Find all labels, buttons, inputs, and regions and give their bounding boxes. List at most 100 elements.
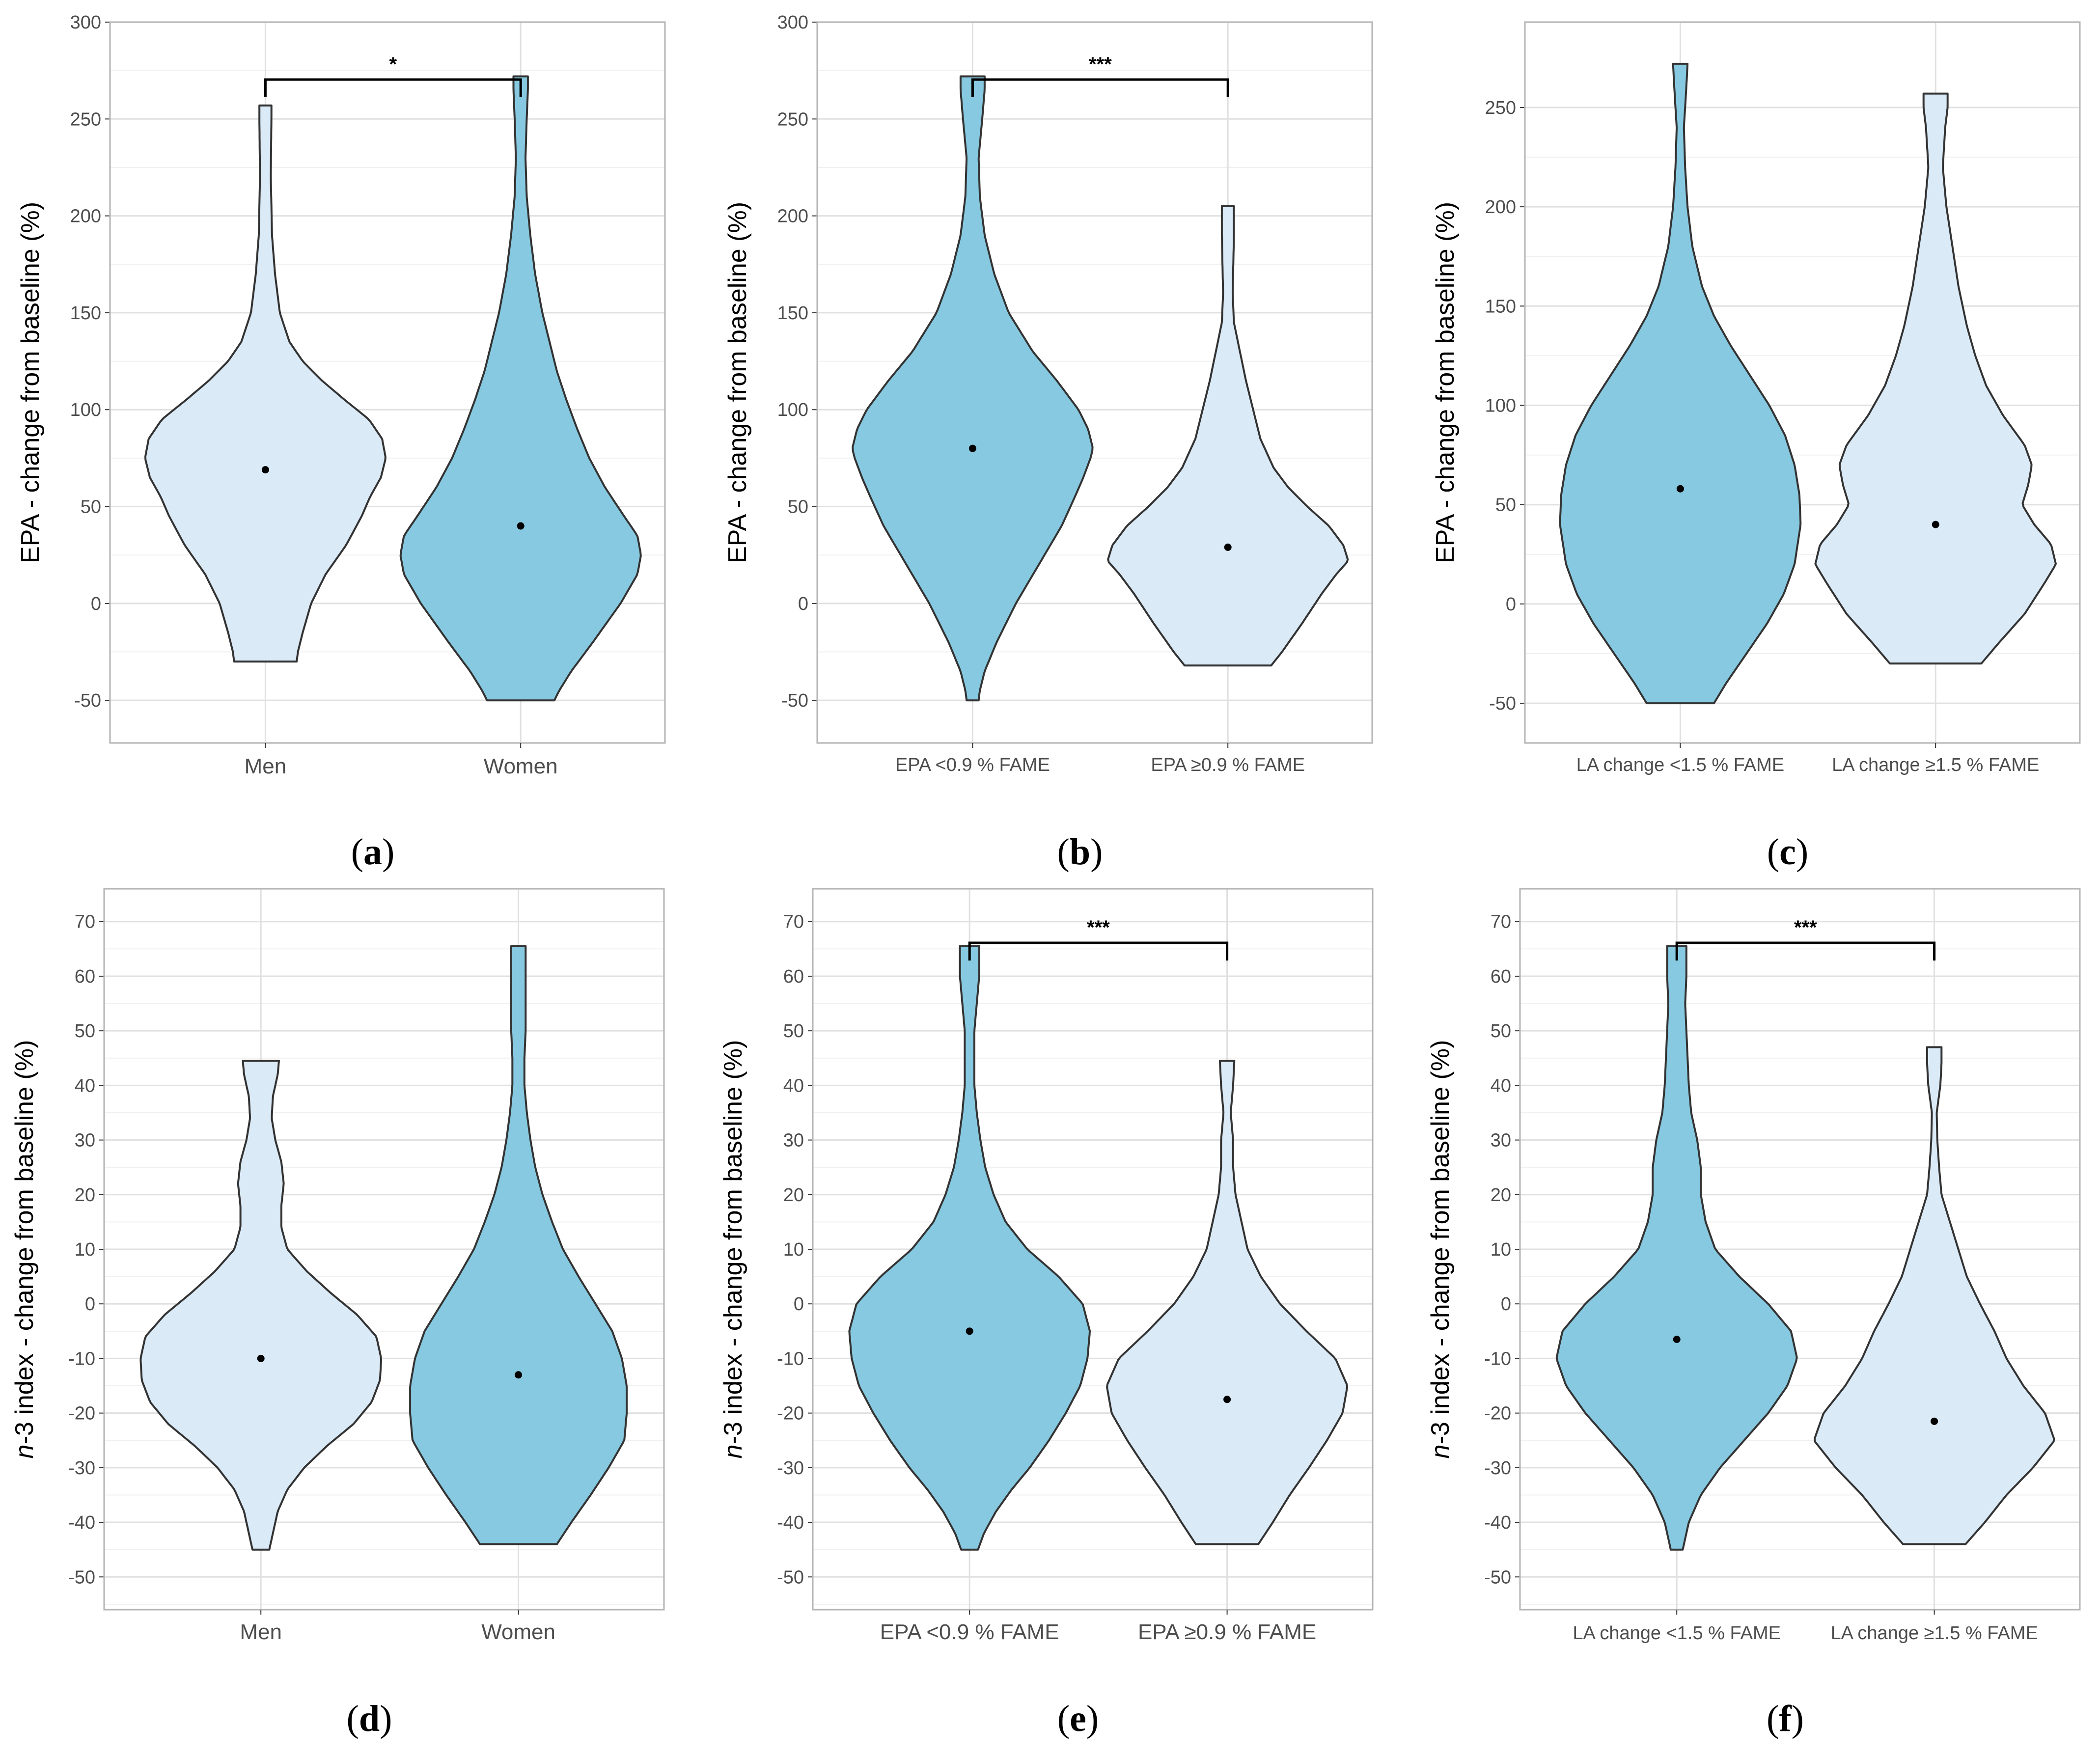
y-tick-label: 200 [777, 206, 808, 227]
y-tick-label: -10 [68, 1348, 95, 1369]
y-tick-label: 20 [1491, 1185, 1511, 1206]
panel-tag-open: ( [347, 1698, 359, 1739]
panel-tag-open: ( [351, 831, 363, 873]
panel-tag-letter: c [1779, 831, 1796, 873]
significance-bracket [968, 941, 1229, 961]
panel-a: -50 0 50 100 150 200 250 300 Men Women EPA - chang… [16, 12, 666, 778]
significance-label: *** [1087, 917, 1110, 938]
y-tick-label: -10 [1484, 1348, 1511, 1369]
panel-border [109, 21, 666, 744]
panel-d: -50 -40 -30 -20 -10 0 10 20 30 40 50 60 70 Men Women n-… [10, 888, 665, 1644]
y-tick-label: 70 [1491, 912, 1511, 933]
x-category-label: EPA ≥0.9 % FAME [1151, 755, 1305, 775]
y-tick-label: -50 [74, 690, 101, 711]
y-tick-label: -50 [1489, 693, 1516, 714]
y-axis-label: n-3 index - change from baseline (%) [10, 1040, 39, 1459]
y-tick-label: 50 [75, 1021, 95, 1042]
violin-a-2 [399, 75, 642, 702]
median-point-f-1 [1673, 1336, 1681, 1343]
y-tick-label: 10 [75, 1239, 95, 1260]
x-category-label: Men [240, 1620, 282, 1644]
y-tick-label: 300 [777, 12, 808, 33]
y-tick-label: -40 [777, 1512, 804, 1533]
median-point-d-1 [257, 1354, 265, 1362]
y-tick-label: 100 [1485, 396, 1516, 416]
panel-tag-letter: f [1779, 1698, 1792, 1739]
violin-b-1 [852, 75, 1094, 702]
x-category-label: Women [484, 754, 558, 778]
panel-border [1524, 21, 2081, 744]
y-tick-label: -20 [68, 1403, 95, 1424]
y-tick-label: 250 [1485, 98, 1516, 118]
y-tick-label: 10 [1491, 1239, 1511, 1260]
y-tick-label: 100 [70, 400, 101, 420]
significance-label: * [389, 54, 397, 75]
y-tick-label: 300 [70, 12, 101, 33]
y-tick-label: 50 [1491, 1021, 1511, 1042]
y-axis-label: n-3 index - change from baseline (%) [719, 1040, 747, 1459]
x-category-label: Women [481, 1620, 555, 1644]
violin-e-1 [848, 945, 1091, 1551]
y-tick-label: 150 [70, 303, 101, 324]
significance-label: *** [1089, 54, 1112, 75]
y-tick-label: 150 [777, 303, 808, 324]
panel-border [816, 21, 1373, 744]
y-tick-label: -30 [1484, 1458, 1511, 1479]
y-tick-label: 50 [783, 1021, 804, 1042]
y-tick-label: -30 [68, 1458, 95, 1479]
violin-c-1 [1559, 62, 1802, 705]
x-category-label: LA change ≥1.5 % FAME [1830, 1623, 2038, 1644]
y-axis-label-italic: n [10, 1444, 39, 1458]
significance-bracket [264, 78, 522, 97]
panel-tag-close: ) [382, 831, 394, 873]
violin-f-1 [1555, 945, 1798, 1551]
y-tick-label: 200 [70, 206, 101, 227]
y-tick-label: 60 [783, 966, 804, 987]
panel-f: -50 -40 -30 -20 -10 0 10 20 30 40 50 60 70 LA change … [1426, 888, 2081, 1644]
panel-tag: (b) [1057, 831, 1103, 873]
y-tick-label: -40 [1484, 1512, 1511, 1533]
y-tick-label: 70 [783, 912, 804, 933]
y-tick-label: 60 [1491, 966, 1511, 987]
y-tick-label: -30 [777, 1458, 804, 1479]
y-tick-label: 10 [783, 1239, 804, 1260]
panel-tag-letter: e [1070, 1698, 1086, 1739]
y-tick-label: 0 [798, 594, 808, 614]
panel-tag-open: ( [1767, 1698, 1779, 1739]
y-tick-label: 250 [70, 109, 101, 130]
median-point-c-1 [1676, 485, 1684, 493]
y-tick-label: 0 [85, 1294, 95, 1315]
y-tick-label: 0 [794, 1294, 804, 1315]
y-tick-label: 100 [777, 400, 808, 420]
significance-bracket [971, 78, 1229, 97]
panel-border [1519, 888, 2081, 1611]
y-tick-label: 50 [1495, 495, 1516, 516]
panel-tag-letter: b [1070, 831, 1090, 873]
panel-tag-open: ( [1057, 831, 1070, 873]
y-tick-label: -50 [777, 1567, 804, 1588]
significance-label: *** [1794, 917, 1817, 938]
median-point-a-2 [517, 522, 525, 530]
panel-tag-close: ) [1086, 1698, 1099, 1739]
panel-tag-letter: a [363, 831, 382, 873]
panel-tag-letter: d [359, 1698, 380, 1739]
median-point-e-1 [966, 1327, 973, 1335]
panel-tag-close: ) [380, 1698, 392, 1739]
violin-f-2 [1813, 1046, 2055, 1545]
median-point-f-2 [1931, 1417, 1938, 1425]
y-tick-label: 0 [91, 594, 101, 614]
panel-c: -50 0 50 100 150 200 250 LA change <1.5 % FAME L… [1431, 21, 2081, 775]
y-axis-label-rest: -3 index - change from baseline (%) [10, 1040, 39, 1445]
y-tick-label: 40 [1491, 1075, 1511, 1096]
violin-b-2 [1107, 205, 1349, 667]
y-tick-label: 30 [1491, 1130, 1511, 1151]
y-axis-label-rest: -3 index - change from baseline (%) [1426, 1040, 1455, 1445]
y-tick-label: 30 [783, 1130, 804, 1151]
panel-tag-open: ( [1767, 831, 1779, 873]
y-tick-label: 70 [75, 912, 95, 933]
median-point-a-1 [261, 466, 269, 474]
y-axis-label-rest: -3 index - change from baseline (%) [719, 1040, 747, 1445]
x-category-label: LA change <1.5 % FAME [1573, 1623, 1781, 1644]
violin-c-2 [1814, 92, 2057, 665]
